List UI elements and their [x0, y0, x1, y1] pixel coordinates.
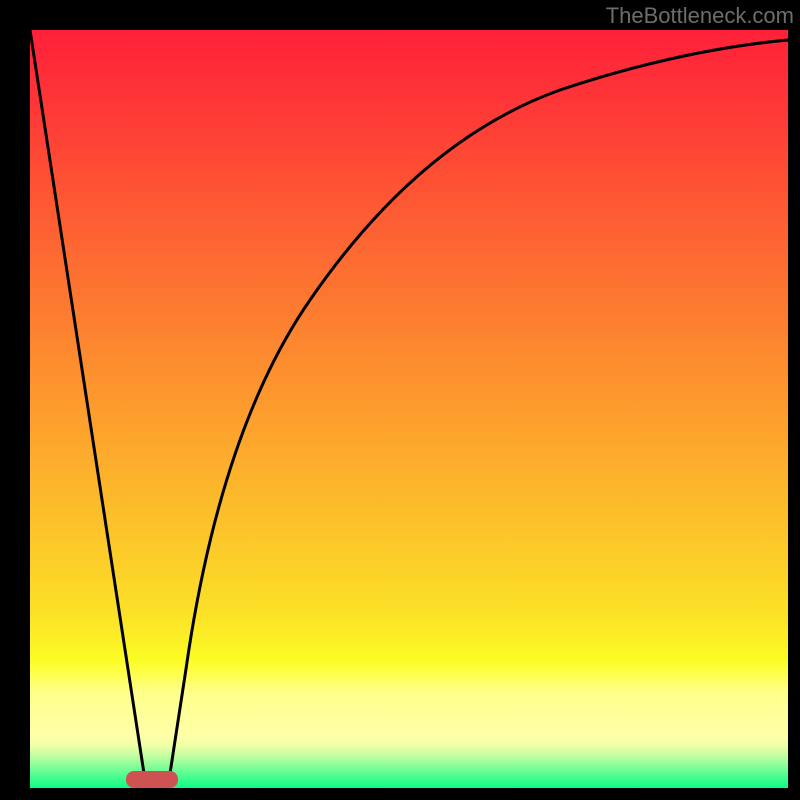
- minimum-marker: [126, 771, 178, 788]
- left-curve: [30, 30, 145, 780]
- curves-layer: [30, 30, 788, 788]
- plot-area: [30, 30, 788, 788]
- chart-container: TheBottleneck.com: [0, 0, 800, 800]
- watermark-text: TheBottleneck.com: [606, 3, 794, 29]
- right-curve: [169, 40, 788, 780]
